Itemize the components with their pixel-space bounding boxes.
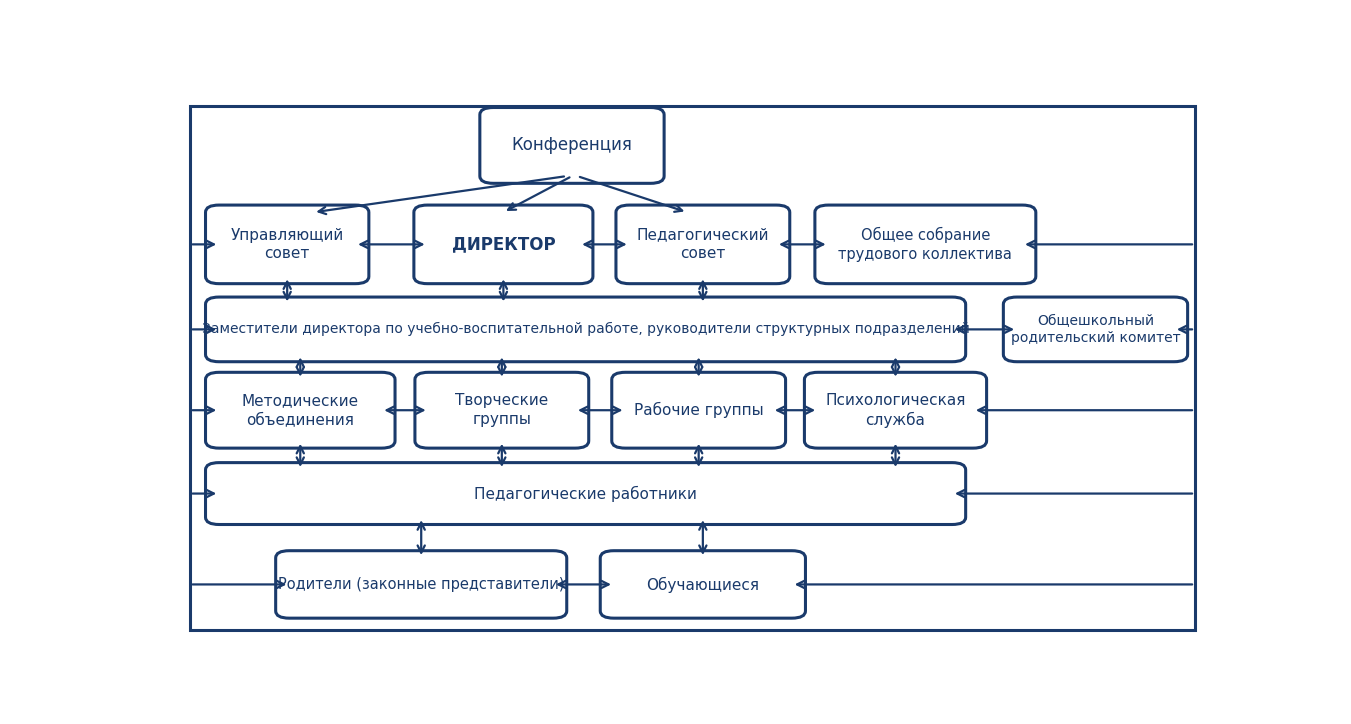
Text: Общее собрание
трудового коллектива: Общее собрание трудового коллектива: [839, 227, 1012, 262]
Text: Творческие
группы: Творческие группы: [455, 393, 549, 427]
Text: Обучающиеся: Обучающиеся: [646, 576, 759, 592]
FancyBboxPatch shape: [1004, 297, 1188, 362]
Text: Рабочие группы: Рабочие группы: [634, 402, 763, 418]
FancyBboxPatch shape: [205, 463, 966, 524]
FancyBboxPatch shape: [415, 372, 589, 448]
FancyBboxPatch shape: [600, 551, 805, 618]
FancyBboxPatch shape: [480, 107, 665, 183]
Text: Педагогический
совет: Педагогический совет: [636, 227, 769, 261]
Text: Общешкольный
родительский комитет: Общешкольный родительский комитет: [1011, 313, 1181, 345]
Text: Родители (законные представители): Родители (законные представители): [278, 577, 565, 592]
FancyBboxPatch shape: [612, 372, 785, 448]
FancyBboxPatch shape: [815, 205, 1036, 284]
Text: Управляющий
совет: Управляющий совет: [231, 227, 343, 261]
Text: Методические
объединения: Методические объединения: [242, 393, 359, 427]
FancyBboxPatch shape: [413, 205, 593, 284]
Text: Заместители директора по учебно-воспитательной работе, руководители структурных : Заместители директора по учебно-воспитат…: [201, 322, 970, 337]
FancyBboxPatch shape: [804, 372, 986, 448]
FancyBboxPatch shape: [205, 205, 369, 284]
Text: Психологическая
служба: Психологическая служба: [825, 392, 966, 428]
FancyBboxPatch shape: [205, 372, 394, 448]
FancyBboxPatch shape: [276, 551, 567, 618]
Text: ДИРЕКТОР: ДИРЕКТОР: [451, 235, 555, 253]
FancyBboxPatch shape: [616, 205, 790, 284]
Text: Педагогические работники: Педагогические работники: [474, 486, 697, 502]
Text: Конференция: Конференция: [512, 136, 632, 154]
FancyBboxPatch shape: [205, 297, 966, 362]
